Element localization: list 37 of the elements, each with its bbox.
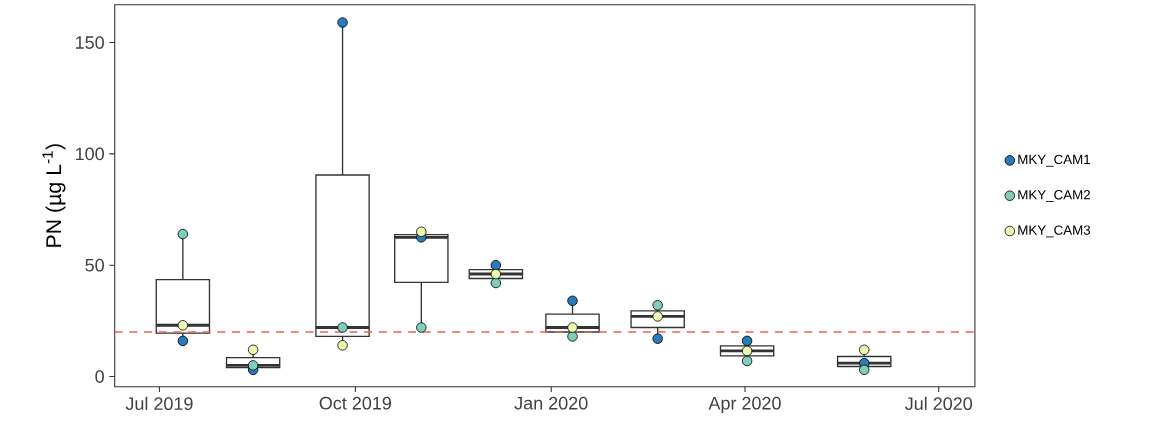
x-tick-label: Jan 2020 <box>514 396 588 410</box>
y-tick-label: 150 <box>76 36 104 49</box>
legend-label: MKY_CAM1 <box>1018 154 1091 167</box>
y-axis-title: PN (µg L$^{-1}$) <box>42 144 66 247</box>
point <box>567 322 578 333</box>
point <box>567 331 578 342</box>
point <box>652 300 663 311</box>
point <box>416 322 427 333</box>
point <box>416 226 427 238</box>
point <box>490 260 502 271</box>
y-tick-label: 50 <box>85 258 104 272</box>
point <box>741 355 753 367</box>
point <box>490 277 502 289</box>
legend-label: MKY_CAM2 <box>1018 190 1090 203</box>
point <box>337 322 348 333</box>
point <box>177 320 189 331</box>
point <box>337 340 348 351</box>
point <box>177 228 189 240</box>
point <box>337 17 348 28</box>
point <box>741 345 753 357</box>
point <box>490 268 502 280</box>
point <box>567 295 578 307</box>
point <box>652 333 663 344</box>
point <box>741 335 753 347</box>
x-tick-label: Jul 2020 <box>904 396 973 411</box>
point <box>859 364 870 376</box>
y-tick-label: 0 <box>95 370 104 383</box>
y-tick-label: 100 <box>76 147 104 161</box>
point <box>859 344 870 356</box>
point <box>247 344 259 356</box>
x-tick-label: Jul 2019 <box>125 396 193 411</box>
x-tick-label: Apr 2020 <box>708 396 781 414</box>
legend-label: MKY_CAM3 <box>1018 225 1091 238</box>
point <box>652 311 663 322</box>
point <box>177 335 189 347</box>
x-tick-label: Oct 2019 <box>319 396 391 410</box>
point <box>247 360 259 371</box>
